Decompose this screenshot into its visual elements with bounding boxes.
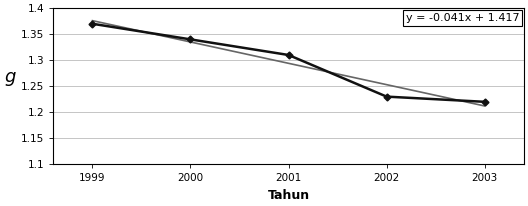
Y-axis label: g: g: [4, 68, 15, 86]
X-axis label: Tahun: Tahun: [268, 189, 309, 202]
Text: y = -0.041x + 1.417: y = -0.041x + 1.417: [406, 13, 519, 23]
